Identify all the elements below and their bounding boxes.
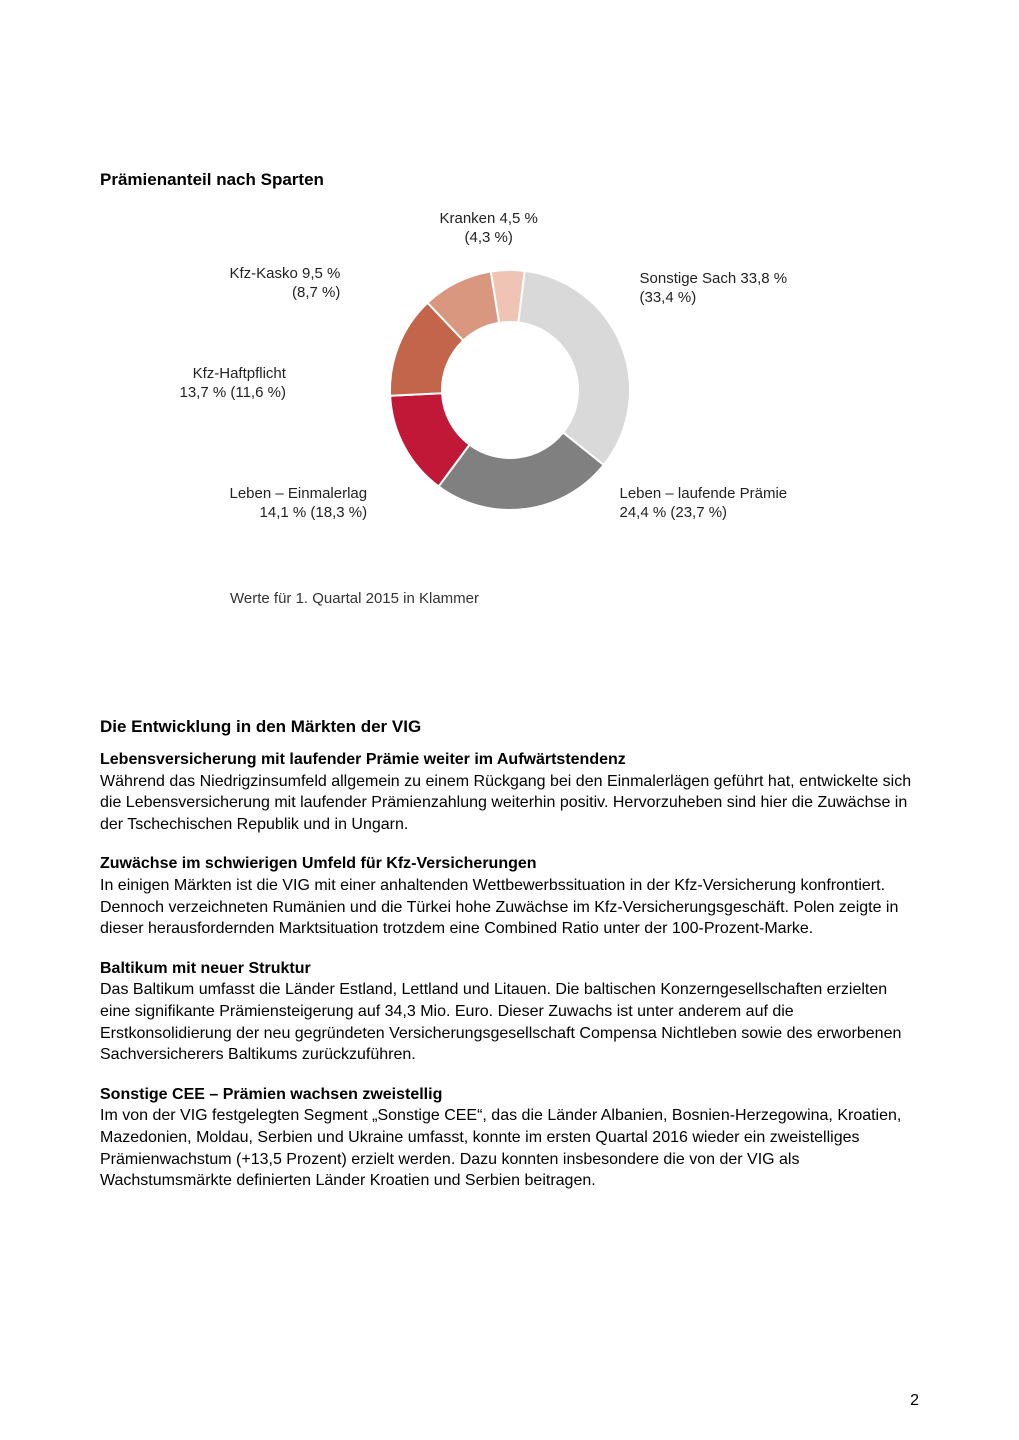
slice-label: Kfz-Haftpflicht 13,7 % (11,6 %) [180, 365, 286, 403]
slice-label: Kranken 4,5 % (4,3 %) [440, 210, 538, 248]
section-body: Während das Niedrigzinsumfeld allgemein … [100, 773, 911, 833]
donut-chart: Sonstige Sach 33,8 % (33,4 %) Leben – lauf… [190, 210, 830, 580]
slice-label-line1: Leben – Einmalerlag [230, 485, 368, 502]
slice-label-line2: 14,1 % (18,3 %) [260, 504, 368, 521]
section: Lebensversicherung mit laufender Prämie … [100, 749, 919, 835]
slice-label: Sonstige Sach 33,8 % (33,4 %) [640, 270, 788, 308]
slice-label-line1: Leben – laufende Prämie [620, 485, 788, 502]
section-heading: Lebensversicherung mit laufender Prämie … [100, 751, 626, 768]
slice-label-line2: (8,7 %) [292, 284, 340, 301]
section-heading: Baltikum mit neuer Struktur [100, 960, 311, 977]
section-heading: Sonstige CEE – Prämien wachsen zweistell… [100, 1086, 442, 1103]
slice-label-line2: 24,4 % (23,7 %) [620, 504, 728, 521]
slice-label-line1: Kfz-Kasko 9,5 % [230, 265, 341, 282]
section-body: Im von der VIG festgelegten Segment „Son… [100, 1107, 901, 1189]
slice-label-line1: Sonstige Sach 33,8 % [640, 270, 788, 287]
slice-label-line1: Kfz-Haftpflicht [193, 365, 286, 382]
section-body: In einigen Märkten ist die VIG mit einer… [100, 877, 898, 937]
chart-title: Prämienanteil nach Sparten [100, 170, 919, 190]
chart-caption: Werte für 1. Quartal 2015 in Klammer [100, 590, 919, 607]
sections-container: Lebensversicherung mit laufender Prämie … [100, 749, 919, 1192]
section: Baltikum mit neuer Struktur Das Baltikum … [100, 958, 919, 1066]
donut-slice [518, 271, 630, 465]
slice-label-line1: Kranken 4,5 % [440, 210, 538, 227]
development-title: Die Entwicklung in den Märkten der VIG [100, 717, 919, 737]
slice-label: Kfz-Kasko 9,5 % (8,7 %) [230, 265, 341, 303]
page: Prämienanteil nach Sparten Sonstige Sach… [0, 0, 1019, 1440]
page-number: 2 [910, 1392, 919, 1410]
donut-chart-block: Sonstige Sach 33,8 % (33,4 %) Leben – lauf… [100, 210, 919, 607]
section-heading: Zuwächse im schwierigen Umfeld für Kfz-V… [100, 855, 537, 872]
slice-label: Leben – Einmalerlag 14,1 % (18,3 %) [230, 485, 368, 523]
section: Zuwächse im schwierigen Umfeld für Kfz-V… [100, 853, 919, 939]
slice-label-line2: 13,7 % (11,6 %) [180, 384, 286, 401]
section-body: Das Baltikum umfasst die Länder Estland,… [100, 981, 901, 1063]
slice-label-line2: (4,3 %) [465, 229, 513, 246]
slice-label: Leben – laufende Prämie 24,4 % (23,7 %) [620, 485, 788, 523]
section: Sonstige CEE – Prämien wachsen zweistell… [100, 1084, 919, 1192]
slice-label-line2: (33,4 %) [640, 289, 697, 306]
